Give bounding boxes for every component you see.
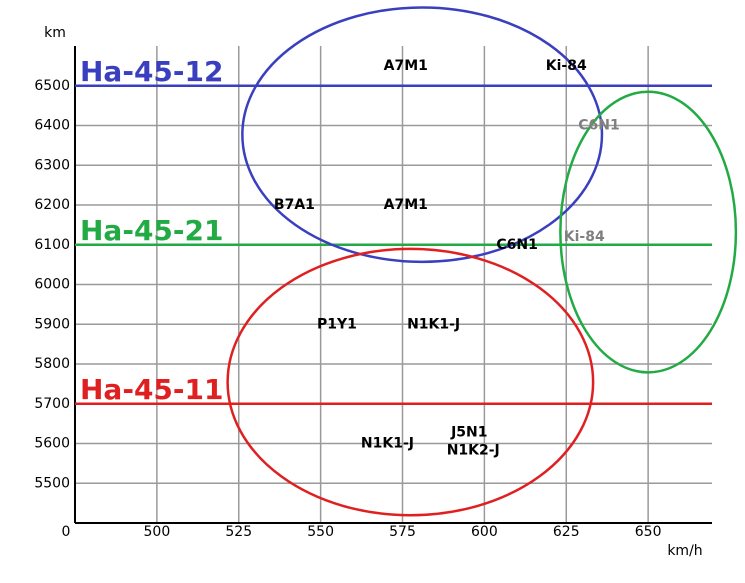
y-tick-label: 6500 xyxy=(34,78,70,94)
aircraft-label: A7M1 xyxy=(384,197,428,213)
aircraft-label: C6N1 xyxy=(496,237,537,253)
x-tick-label: 600 xyxy=(471,524,498,540)
x-tick-label: 650 xyxy=(635,524,662,540)
engine-range xyxy=(241,6,604,264)
x-tick-label: 0 xyxy=(62,524,71,540)
y-tick-label: 5900 xyxy=(34,316,70,332)
x-tick-label: 525 xyxy=(225,524,252,540)
x-tick-label: 575 xyxy=(389,524,416,540)
engine-range xyxy=(559,90,738,374)
x-tick-label: 500 xyxy=(144,524,171,540)
aircraft-label: N1K2-J xyxy=(447,442,500,458)
aircraft-label: P1Y1 xyxy=(317,316,357,332)
y-tick-label: 6000 xyxy=(34,277,70,293)
y-tick-label: 5800 xyxy=(34,356,70,372)
y-tick-label: 6400 xyxy=(34,118,70,134)
aircraft-label: Ki-84 xyxy=(564,229,605,245)
engine-label: Ha-45-12 xyxy=(80,55,224,88)
aircraft-label: Ki-84 xyxy=(546,58,587,74)
y-tick-label: 5600 xyxy=(34,436,70,452)
aircraft-label: J5N1 xyxy=(450,424,487,440)
aircraft-label: N1K1-J xyxy=(361,436,414,452)
aircraft-label: A7M1 xyxy=(384,58,428,74)
y-tick-label: 5700 xyxy=(34,396,70,412)
y-tick-label: 6300 xyxy=(34,157,70,173)
y-axis-label: km xyxy=(44,25,66,41)
engine-range xyxy=(226,247,595,517)
aircraft-label: N1K1-J xyxy=(407,316,460,332)
y-tick-label: 5500 xyxy=(34,475,70,491)
aircraft-label: B7A1 xyxy=(274,197,315,213)
x-axis-label: km/h xyxy=(667,543,702,559)
x-tick-label: 550 xyxy=(307,524,334,540)
engine-label: Ha-45-11 xyxy=(80,373,224,406)
y-tick-label: 6100 xyxy=(34,237,70,253)
aircraft-label: C6N1 xyxy=(578,118,619,134)
y-tick-label: 6200 xyxy=(34,197,70,213)
engine-label: Ha-45-21 xyxy=(80,214,224,247)
x-tick-label: 625 xyxy=(553,524,580,540)
